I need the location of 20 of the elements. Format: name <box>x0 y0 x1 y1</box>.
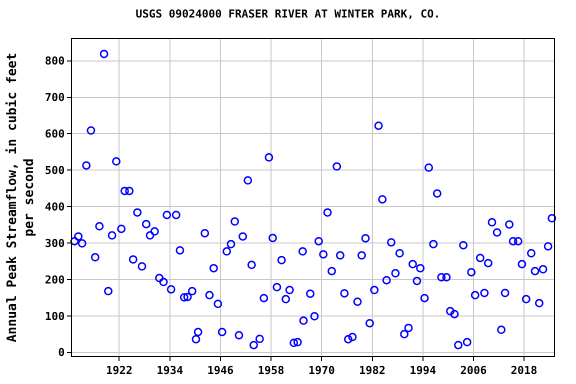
x-tick-label: 1958 <box>258 364 284 378</box>
y-tick-label: 700 <box>44 91 65 104</box>
x-tick-label: 1994 <box>410 364 436 378</box>
y-tick-label: 0 <box>58 346 65 360</box>
x-tick-label: 1946 <box>207 364 234 378</box>
x-tick-label: 1922 <box>106 364 132 378</box>
x-tick-label: 1934 <box>156 364 184 378</box>
x-tick-label: 2006 <box>460 364 488 378</box>
y-tick-label: 200 <box>44 273 65 286</box>
chart-title: USGS 09024000 FRASER RIVER AT WINTER PARK, CO. <box>136 7 440 20</box>
x-tick-label: 1970 <box>308 364 335 378</box>
y-tick-label: 500 <box>44 164 65 178</box>
x-tick-label: 2018 <box>510 364 538 378</box>
y-tick-label: 100 <box>44 310 65 323</box>
x-tick-label: 1982 <box>359 364 386 378</box>
y-tick-label: 800 <box>44 54 65 68</box>
y-tick-label: 400 <box>44 200 65 214</box>
y-tick-label: 300 <box>44 236 65 250</box>
y-axis-title: Annual Peak Streamflow, in cubic feet per second <box>4 52 37 342</box>
y-tick-label: 600 <box>44 128 65 141</box>
